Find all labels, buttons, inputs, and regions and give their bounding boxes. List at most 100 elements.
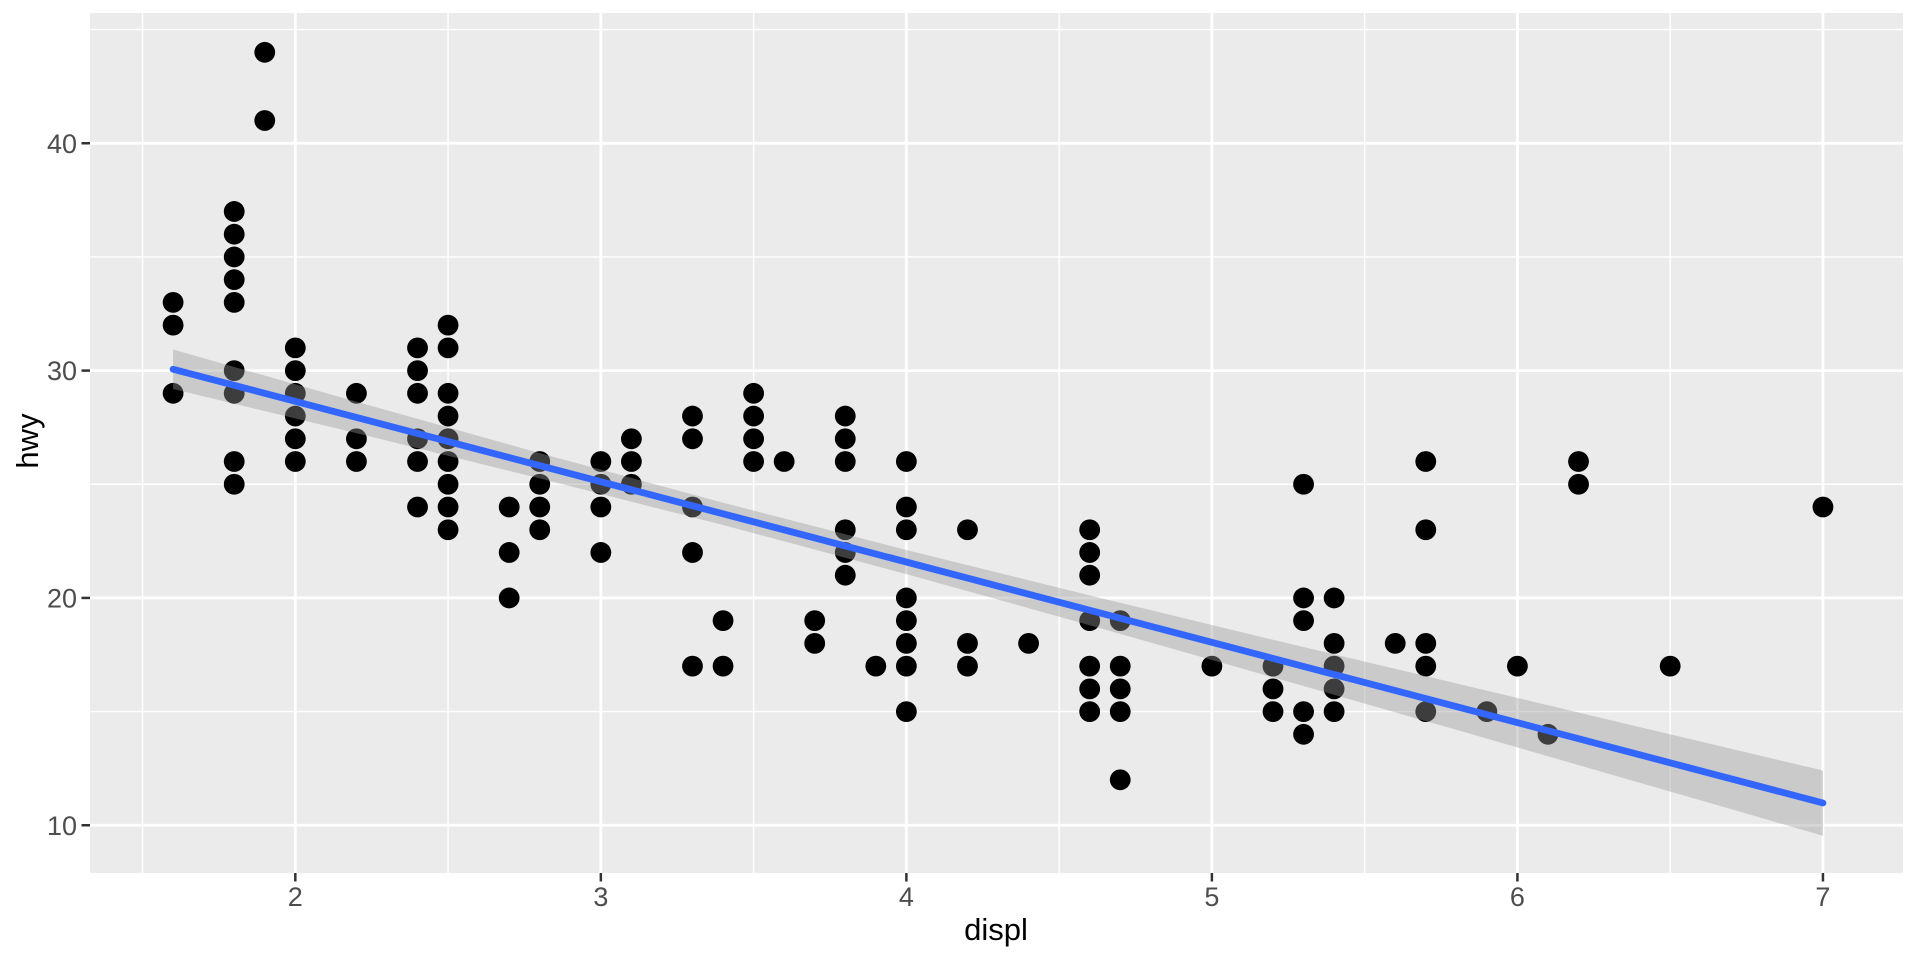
data-point: [223, 291, 245, 313]
data-point: [957, 519, 978, 541]
data-point: [1293, 610, 1314, 632]
data-point: [1201, 655, 1223, 677]
data-point: [804, 610, 826, 632]
x-axis-title: displ: [964, 912, 1028, 947]
data-point: [437, 314, 459, 336]
regression-line: [169, 365, 1827, 807]
data-point: [284, 337, 306, 359]
data-point: [346, 382, 367, 404]
data-point: [682, 405, 703, 427]
data-point: [1659, 655, 1681, 677]
data-point: [895, 496, 917, 518]
data-point: [162, 291, 184, 313]
data-point: [1109, 678, 1131, 700]
data-point: [284, 405, 306, 427]
data-point: [1384, 632, 1406, 654]
data-point: [590, 451, 612, 472]
data-point: [529, 473, 551, 495]
data-point: [1323, 587, 1345, 609]
x-tick-label: 4: [899, 882, 914, 912]
data-point: [437, 519, 459, 541]
data-point: [498, 587, 520, 609]
x-tick-label: 3: [593, 882, 608, 912]
data-point: [437, 337, 459, 359]
data-point: [407, 382, 428, 404]
data-point: [1018, 632, 1039, 654]
data-point: [590, 496, 612, 518]
data-point: [712, 610, 734, 632]
data-point: [1323, 632, 1345, 654]
data-point: [743, 405, 765, 427]
data-point: [1079, 519, 1101, 541]
confidence-ribbon: [173, 349, 1824, 836]
data-point: [895, 587, 917, 609]
data-point: [1323, 701, 1345, 722]
data-point: [498, 496, 520, 518]
data-point: [957, 632, 978, 654]
data-point: [162, 382, 184, 404]
data-point: [895, 655, 917, 677]
data-point: [1568, 473, 1589, 495]
data-point: [804, 632, 826, 654]
data-point: [1109, 769, 1131, 791]
data-point: [1415, 519, 1437, 541]
data-point: [254, 110, 276, 131]
data-point: [1812, 496, 1834, 518]
data-point: [437, 451, 459, 472]
data-point: [1079, 564, 1101, 586]
data-point: [865, 655, 887, 677]
data-point: [590, 542, 612, 563]
data-point: [284, 428, 306, 450]
data-point: [834, 428, 856, 450]
data-point: [620, 428, 642, 450]
data-point: [1293, 701, 1314, 722]
data-point: [1262, 701, 1284, 722]
data-point: [895, 451, 917, 472]
data-point: [957, 655, 978, 677]
data-point: [346, 428, 367, 450]
y-tick-label: 10: [47, 811, 77, 841]
data-point: [284, 360, 306, 381]
data-point: [529, 496, 551, 518]
data-point: [682, 428, 703, 450]
y-tick-label: 20: [47, 583, 77, 613]
data-point: [1079, 701, 1101, 722]
data-point: [743, 382, 765, 404]
data-point: [1415, 655, 1437, 677]
data-point: [407, 496, 428, 518]
data-point: [895, 519, 917, 541]
data-point: [407, 451, 428, 472]
data-point: [1079, 678, 1101, 700]
data-point: [498, 542, 520, 563]
data-point: [1293, 723, 1314, 745]
y-axis-title: hwy: [10, 413, 45, 469]
data-point: [1415, 632, 1437, 654]
data-point: [743, 451, 765, 472]
data-point: [1262, 678, 1284, 700]
data-point: [1507, 655, 1528, 677]
data-point: [834, 451, 856, 472]
data-point: [223, 360, 245, 381]
data-point: [437, 496, 459, 518]
data-point: [712, 655, 734, 677]
data-point: [1109, 655, 1131, 677]
data-point: [620, 451, 642, 472]
data-point: [1079, 655, 1101, 677]
panel-background: [90, 13, 1903, 873]
data-point: [834, 405, 856, 427]
data-point: [1323, 678, 1345, 700]
data-point: [437, 473, 459, 495]
data-point: [1293, 587, 1314, 609]
data-point: [407, 360, 428, 381]
data-point: [437, 382, 459, 404]
data-point: [1568, 451, 1589, 472]
data-point: [162, 314, 184, 336]
data-point: [1293, 473, 1314, 495]
x-tick-label: 7: [1815, 882, 1830, 912]
data-point: [1109, 701, 1131, 722]
data-point: [682, 655, 703, 677]
data-point: [834, 564, 856, 586]
data-point: [346, 451, 367, 472]
data-point: [529, 519, 551, 541]
